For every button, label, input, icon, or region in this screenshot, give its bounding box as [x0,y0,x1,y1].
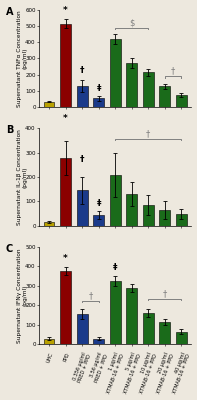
Bar [159,86,170,107]
Text: B: B [6,126,13,136]
Bar [126,194,137,226]
Text: $: $ [129,18,134,27]
Bar [77,314,87,344]
Bar [93,339,104,344]
Bar [60,158,71,226]
Text: †: † [80,155,84,164]
Text: ‡: ‡ [96,84,101,93]
Bar [110,281,121,344]
Bar [93,215,104,226]
Bar [159,322,170,344]
Bar [176,214,187,226]
Bar [126,288,137,344]
Text: C: C [6,244,13,254]
Text: †: † [171,67,175,76]
Text: ‡: ‡ [113,263,117,272]
Bar [159,210,170,226]
Text: †: † [163,289,167,298]
Bar [44,222,54,226]
Y-axis label: Supernatant TNFα Concentration
(pg/ml): Supernatant TNFα Concentration (pg/ml) [17,10,28,107]
Bar [143,205,154,226]
Text: ‡: ‡ [96,198,101,208]
Y-axis label: Supernatant IL-1β Concentration
(pg/ml): Supernatant IL-1β Concentration (pg/ml) [17,129,28,225]
Bar [143,313,154,344]
Bar [44,339,54,344]
Bar [77,86,87,107]
Bar [176,95,187,107]
Bar [93,98,104,107]
Y-axis label: Supernatant IFNγ Concentration
(pg/ml): Supernatant IFNγ Concentration (pg/ml) [17,248,28,343]
Text: †: † [80,66,84,75]
Bar [110,175,121,226]
Bar [60,24,71,107]
Bar [176,332,187,344]
Bar [77,190,87,226]
Bar [44,102,54,107]
Bar [126,63,137,107]
Text: *: * [63,114,68,123]
Text: †: † [88,291,93,300]
Text: A: A [6,7,13,17]
Bar [110,39,121,107]
Text: *: * [63,6,68,15]
Bar [60,271,71,344]
Text: *: * [63,254,68,263]
Bar [143,72,154,107]
Text: †: † [146,130,150,139]
